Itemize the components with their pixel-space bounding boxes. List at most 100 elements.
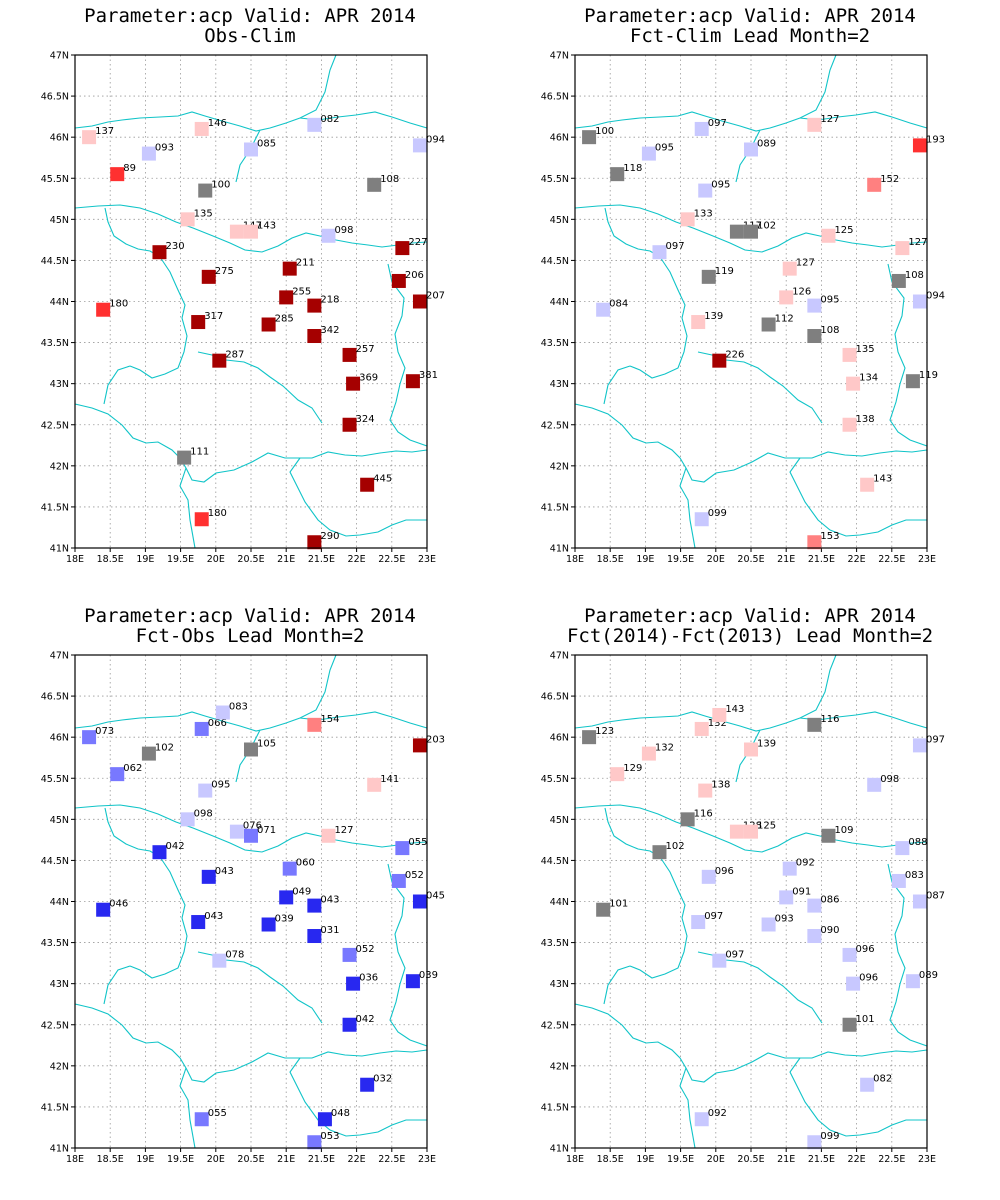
lon-tick-label: 19.5E	[167, 1154, 194, 1165]
station-value-label: 143	[725, 704, 744, 715]
lon-tick-label: 19E	[636, 554, 654, 565]
lat-tick-label: 42N	[550, 461, 569, 472]
station-value-label: 097	[704, 911, 723, 922]
lon-tick-label: 19E	[136, 1154, 154, 1165]
station-marker	[141, 146, 156, 161]
station-marker	[807, 117, 822, 132]
station-value-label: 093	[775, 914, 794, 925]
station-marker	[244, 142, 258, 157]
lat-tick-label: 47N	[50, 51, 69, 62]
station-value-label: 143	[873, 474, 892, 485]
station-marker	[694, 1112, 709, 1127]
lon-tick-label: 21E	[777, 1154, 795, 1165]
country-border	[679, 467, 696, 549]
lon-tick-label: 23E	[918, 554, 936, 565]
lon-tick-label: 22E	[848, 554, 866, 565]
station-marker	[342, 417, 357, 432]
lat-tick-label: 42N	[50, 461, 69, 472]
country-border	[179, 1067, 196, 1149]
plot-frame	[574, 654, 928, 1149]
station-marker	[360, 477, 375, 492]
country-border	[887, 863, 928, 1047]
station-marker	[307, 329, 322, 344]
lon-tick-label: 20.5E	[237, 554, 264, 565]
station-value-label: 093	[155, 143, 174, 154]
country-border	[603, 965, 631, 1005]
country-border	[235, 129, 261, 183]
lat-tick-label: 44N	[50, 297, 69, 308]
station-marker	[391, 873, 406, 888]
station-marker	[912, 294, 927, 309]
lat-tick-label: 46N	[550, 733, 569, 744]
station-marker	[360, 1077, 375, 1092]
station-value-label: 138	[856, 414, 875, 425]
station-value-label: 095	[820, 295, 839, 306]
station-marker	[367, 777, 382, 792]
station-value-label: 127	[796, 258, 815, 269]
lat-tick-label: 45.5N	[541, 174, 569, 185]
country-border	[789, 1057, 927, 1137]
lat-tick-label: 43N	[50, 379, 69, 390]
station-marker	[244, 742, 258, 757]
lat-tick-label: 45N	[550, 215, 569, 226]
station-value-label: 290	[320, 531, 339, 542]
station-value-label: 046	[109, 899, 128, 910]
country-border	[735, 129, 761, 183]
station-value-label: 053	[320, 1131, 339, 1142]
station-value-label: 135	[194, 208, 213, 219]
station-value-label: 090	[820, 925, 839, 936]
station-value-label: 127	[908, 237, 927, 248]
station-marker	[412, 294, 427, 309]
station-value-label: 049	[292, 886, 311, 897]
country-border	[574, 804, 928, 853]
station-value-label: 095	[211, 780, 230, 791]
station-value-label: 116	[820, 714, 839, 725]
station-marker	[680, 212, 695, 227]
station-marker	[191, 915, 206, 930]
country-border	[74, 654, 337, 732]
lon-tick-label: 21.5E	[808, 1154, 835, 1165]
map-panel-fct-obs: Parameter:acp Valid: APR 2014 Fct-Obs Lea…	[0, 600, 500, 1200]
station-marker	[321, 828, 336, 843]
station-marker	[177, 450, 192, 465]
station-marker	[82, 130, 97, 145]
station-value-label: 100	[211, 180, 230, 191]
station-marker	[96, 302, 111, 317]
plot-frame	[74, 54, 428, 549]
station-value-label: 153	[820, 531, 839, 542]
lat-tick-label: 43.5N	[41, 938, 69, 949]
country-border	[685, 1049, 928, 1083]
lon-tick-label: 18.5E	[597, 1154, 624, 1165]
station-marker	[405, 974, 420, 989]
station-value-label: 255	[292, 286, 311, 297]
station-marker	[807, 329, 822, 344]
station-value-label: 119	[919, 370, 938, 381]
country-border	[74, 403, 187, 469]
station-value-label: 055	[408, 837, 427, 848]
station-value-label: 109	[834, 825, 853, 836]
map-subtitle: Obs-Clim	[204, 25, 296, 47]
station-value-label: 152	[880, 174, 899, 185]
lat-tick-label: 44N	[50, 897, 69, 908]
station-value-label: 139	[704, 311, 723, 322]
station-value-label: 111	[190, 447, 209, 458]
country-border	[574, 54, 837, 132]
station-marker	[680, 812, 695, 827]
station-marker	[807, 717, 822, 732]
station-value-label: 096	[856, 944, 875, 955]
lat-tick-label: 43N	[550, 979, 569, 990]
station-value-label: 101	[609, 899, 628, 910]
station-value-label: 369	[359, 373, 378, 384]
station-marker	[744, 742, 758, 757]
lat-tick-label: 45N	[50, 215, 69, 226]
lat-tick-label: 42N	[550, 1061, 569, 1072]
station-marker	[895, 841, 910, 856]
lat-tick-label: 44.5N	[41, 256, 69, 267]
station-value-label: 078	[225, 950, 244, 961]
station-value-label: 094	[426, 134, 445, 145]
station-value-label: 099	[708, 508, 727, 519]
lon-tick-label: 22.5E	[378, 1154, 405, 1165]
station-value-label: 206	[405, 270, 424, 281]
